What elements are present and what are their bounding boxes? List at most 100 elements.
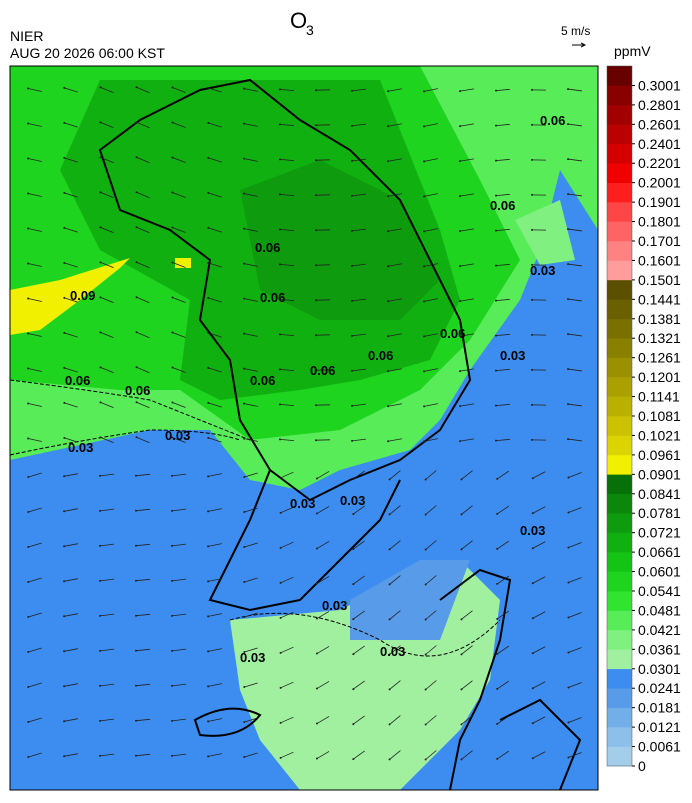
colorbar-swatch <box>607 455 632 475</box>
wind-arrowhead <box>171 650 173 652</box>
contour-label: 0.03 <box>322 598 347 613</box>
colorbar-tick-label: 0.2201 <box>638 155 681 171</box>
colorbar-swatch <box>607 572 632 592</box>
colorbar-tick-label: 0.0601 <box>638 564 681 580</box>
colorbar-swatch <box>607 377 632 397</box>
contour-label: 0.03 <box>520 523 545 538</box>
wind-arrowhead <box>423 265 425 267</box>
wind-arrowhead <box>135 510 137 512</box>
wind-arrowhead <box>99 401 101 403</box>
wind-arrowhead <box>27 298 29 300</box>
wind-arrowhead <box>387 160 389 162</box>
colorbar-swatch <box>607 163 632 183</box>
colorbar-swatch <box>607 124 632 144</box>
wind-arrowhead <box>387 405 389 407</box>
wind-arrowhead <box>459 125 461 127</box>
contour-label: 0.03 <box>165 428 190 443</box>
wind-arrowhead <box>389 618 391 620</box>
wind-arrowhead <box>316 723 318 725</box>
colorbar-swatch <box>607 85 632 105</box>
wind-arrowhead <box>207 580 209 582</box>
wind-arrowhead <box>352 513 354 515</box>
wind-arrowhead <box>531 299 533 301</box>
title: O <box>290 8 307 33</box>
colorbar-tick-label: 0.0361 <box>638 641 681 657</box>
wind-arrowhead <box>567 477 569 479</box>
wind-arrowhead <box>423 335 425 337</box>
wind-arrowhead <box>387 90 389 92</box>
wind-arrowhead <box>496 583 498 585</box>
wind-arrowhead <box>567 333 569 335</box>
wind-arrowhead <box>279 228 281 230</box>
wind-arrowhead <box>425 619 427 621</box>
wind-arrowhead <box>135 720 137 722</box>
wind-arrowhead <box>27 651 29 653</box>
wind-arrowhead <box>243 438 245 440</box>
wind-arrowhead <box>280 617 282 619</box>
wind-arrowhead <box>352 688 354 690</box>
wind-arrowhead <box>136 436 138 438</box>
wind-arrowhead <box>495 405 497 407</box>
wind-arrowhead <box>243 476 245 478</box>
colorbar-swatch <box>607 183 632 203</box>
wind-arrowhead <box>423 160 425 162</box>
wind-arrowhead <box>63 545 65 547</box>
wind-arrowhead <box>279 403 281 405</box>
wind-arrowhead <box>423 370 425 372</box>
wind-arrowhead <box>136 86 138 88</box>
wind-arrowhead <box>316 688 318 690</box>
wind-arrowhead <box>135 475 137 477</box>
wind-arrowhead <box>279 263 281 265</box>
wind-arrowhead <box>207 332 209 334</box>
wind-arrowhead <box>279 88 281 90</box>
wind-arrowhead <box>136 366 138 368</box>
colorbar-swatch <box>607 533 632 553</box>
wind-arrowhead <box>389 583 391 585</box>
wind-arrowhead <box>351 370 353 372</box>
wind-arrowhead <box>387 370 389 372</box>
wind-arrowhead <box>243 298 245 300</box>
wind-arrowhead <box>99 545 101 547</box>
colorbar-swatch <box>607 630 632 650</box>
wind-arrowhead <box>279 123 281 125</box>
colorbar-swatch <box>607 338 632 358</box>
wind-arrowhead <box>387 300 389 302</box>
wind-arrowhead <box>496 688 498 690</box>
wind-arrowhead <box>567 368 569 370</box>
wind-arrowhead <box>207 262 209 264</box>
wind-arrowhead <box>171 191 173 193</box>
wind-arrowhead <box>63 510 65 512</box>
contour-label: 0.06 <box>540 113 565 128</box>
wind-arrowhead <box>425 549 427 551</box>
wind-arrowhead <box>532 582 534 584</box>
wind-arrowhead <box>425 654 427 656</box>
datetime: AUG 20 2026 06:00 KST <box>10 45 165 61</box>
wind-arrowhead <box>389 548 391 550</box>
wind-arrowhead <box>460 548 462 550</box>
colorbar-tick-label: 0.1441 <box>638 291 681 307</box>
colorbar-swatch <box>607 474 632 494</box>
wind-arrowhead <box>99 261 101 263</box>
colorbar-swatch <box>607 241 632 261</box>
colorbar-tick-label: 0.0721 <box>638 525 681 541</box>
colorbar-tick-label: 0.1601 <box>638 252 681 268</box>
wind-arrowhead <box>425 479 427 481</box>
wind-arrowhead <box>315 439 317 441</box>
wind-arrowhead <box>387 265 389 267</box>
wind-arrowhead <box>459 195 461 197</box>
wind-arrowhead <box>280 687 282 689</box>
wind-arrowhead <box>496 723 498 725</box>
wind-arrowhead <box>63 580 65 582</box>
wind-arrowhead <box>207 157 209 159</box>
wind-arrowhead <box>425 514 427 516</box>
colorbar-swatch <box>607 66 632 86</box>
wind-arrowhead <box>531 404 533 406</box>
wind-arrowhead <box>460 618 462 620</box>
colorbar-swatch <box>607 513 632 533</box>
wind-arrowhead <box>243 158 245 160</box>
colorbar-swatch <box>607 591 632 611</box>
wind-arrowhead <box>280 582 282 584</box>
wind-arrowhead <box>135 685 137 687</box>
wind-arrowhead <box>423 195 425 197</box>
wind-arrowhead <box>171 615 173 617</box>
